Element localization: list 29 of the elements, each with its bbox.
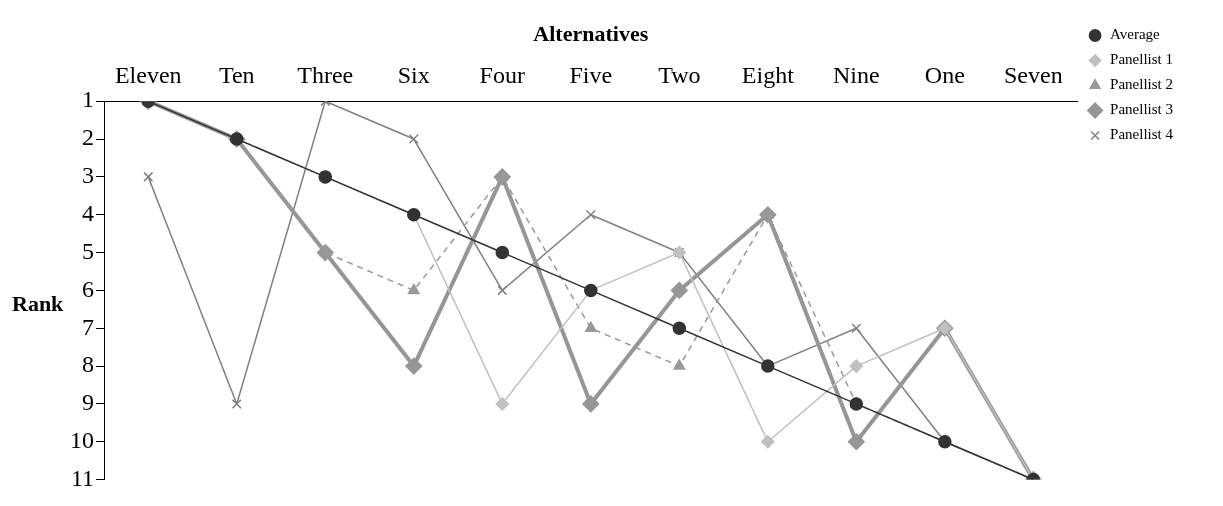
legend-label: Panellist 4	[1110, 126, 1174, 143]
x-tick-label: Two	[658, 62, 701, 89]
y-tick-label: 6	[82, 275, 94, 302]
y-tick-label: 1	[82, 86, 94, 113]
y-tick-label: 2	[82, 124, 94, 151]
y-tick-label: 7	[82, 313, 94, 340]
y-tick-label: 3	[82, 162, 94, 189]
y-tick-label: 5	[82, 237, 94, 264]
y-tick-label: 8	[82, 351, 94, 378]
y-tick-label: 4	[82, 200, 94, 227]
x-tick-label: One	[924, 62, 965, 89]
y-tick-label: 9	[82, 389, 94, 416]
x-tick-label: Six	[397, 62, 430, 89]
legend-label: Panellist 3	[1110, 101, 1174, 118]
y-tick-label: 11	[70, 464, 94, 491]
x-tick-label: Nine	[832, 62, 880, 89]
x-tick-label: Five	[569, 62, 613, 89]
y-tick-label: 10	[70, 427, 94, 454]
x-tick-label: Three	[297, 62, 354, 89]
legend-label: Panellist 1	[1110, 51, 1174, 68]
x-tick-label: Eight	[741, 62, 795, 89]
x-tick-label: Eleven	[114, 62, 182, 89]
y-axis-title: Rank	[12, 291, 65, 317]
legend-label: Panellist 2	[1110, 76, 1174, 93]
x-axis-title: Alternatives	[533, 20, 649, 46]
x-tick-label: Seven	[1004, 62, 1063, 89]
x-tick-label: Four	[479, 62, 525, 89]
legend-label: Average	[1110, 26, 1161, 43]
x-tick-label: Ten	[218, 62, 255, 89]
